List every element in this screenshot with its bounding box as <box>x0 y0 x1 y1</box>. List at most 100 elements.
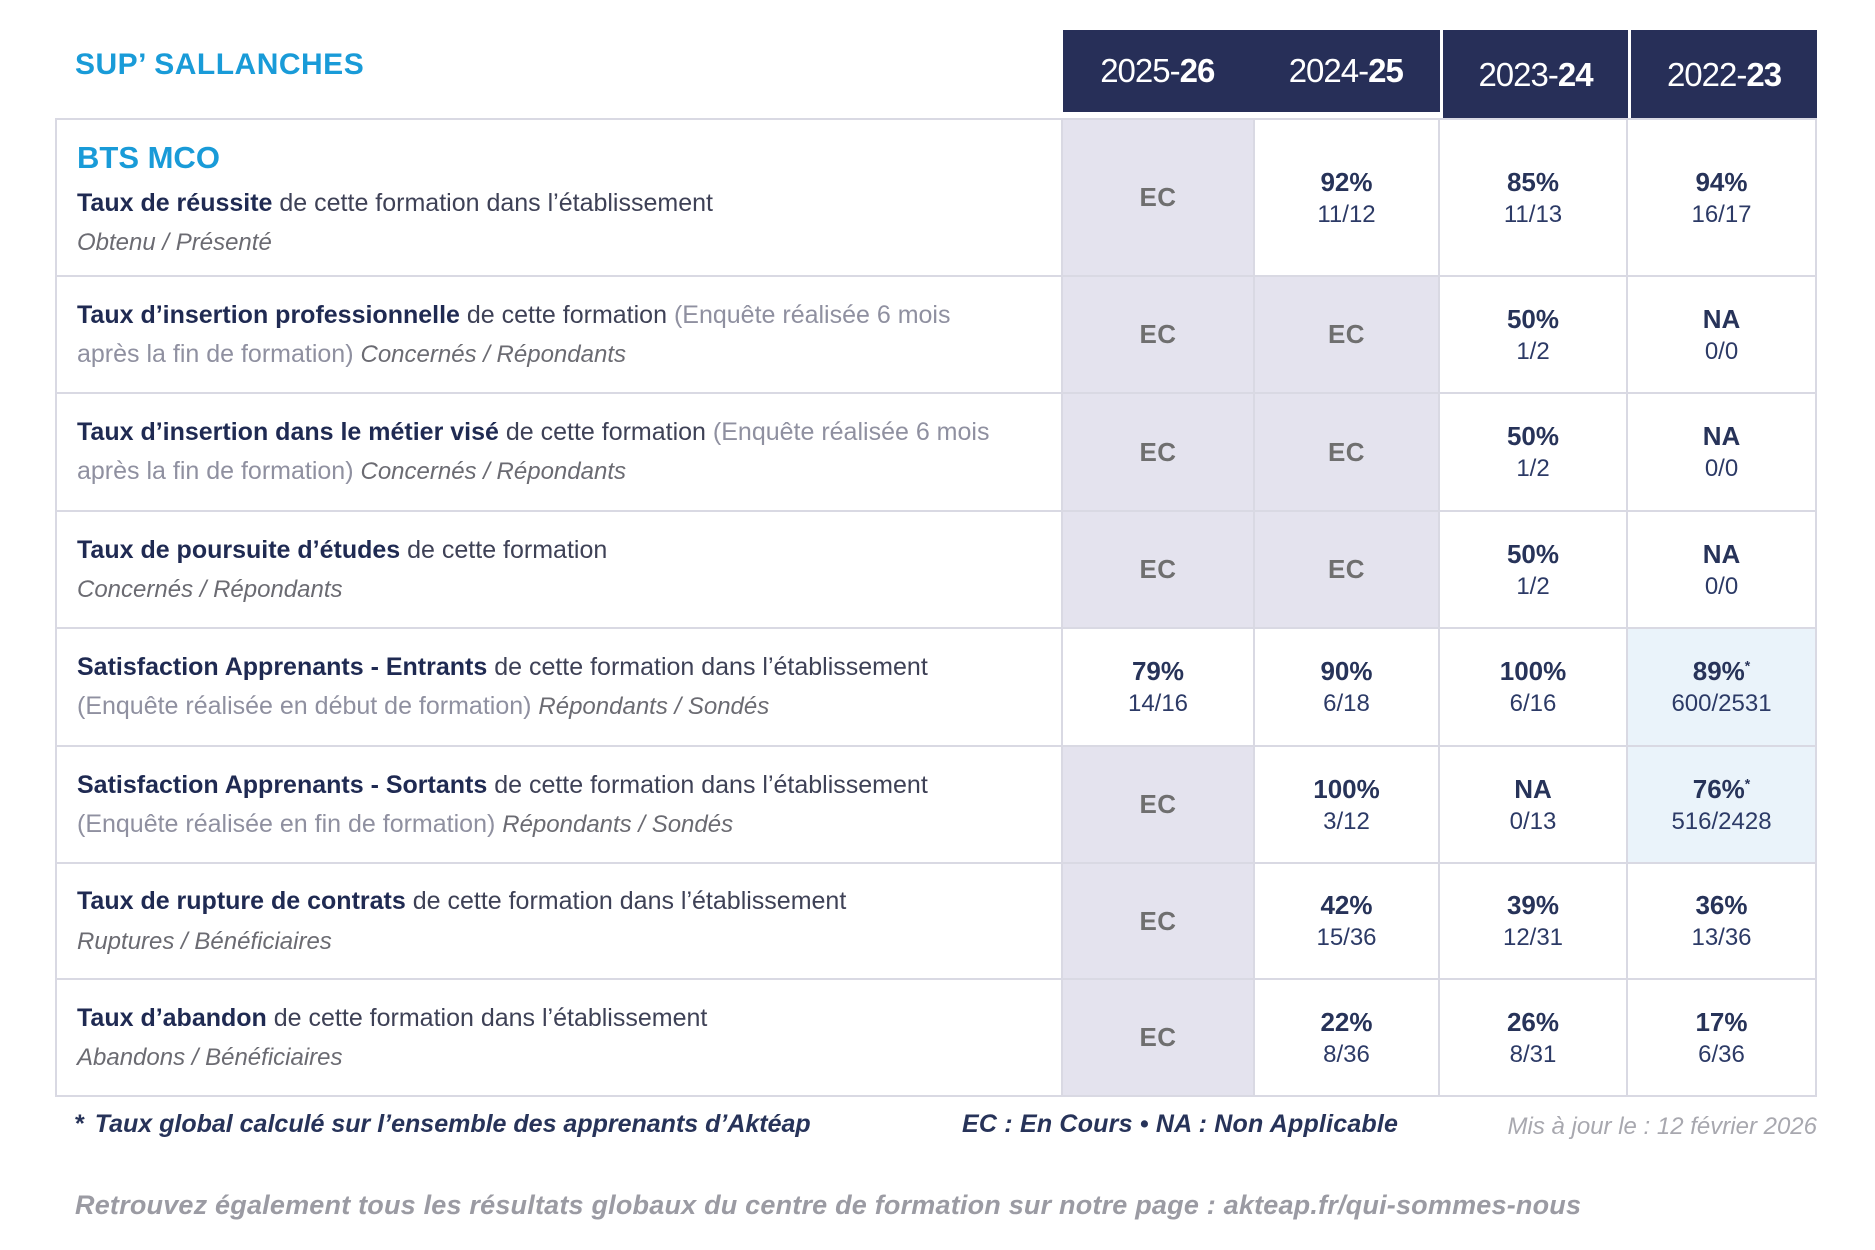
asterisk-footnote: * Taux global calculé sur l’ensemble des … <box>75 1110 811 1139</box>
year-block-2023-24: 2023-24 <box>1440 30 1628 119</box>
percentage-value: 85% <box>1506 166 1560 197</box>
value-cell: 79% 14/16 <box>1063 629 1253 745</box>
year-header: 2025-26 2024-25 2023-24 2022-23 <box>1063 30 1817 119</box>
asterisk-mark: * <box>1744 657 1751 674</box>
value-cell: 36% 13/36 <box>1628 864 1815 978</box>
value-cell: EC <box>1255 277 1438 392</box>
value-cell: 42% 15/36 <box>1255 864 1438 978</box>
value-cell: 92% 11/12 <box>1255 120 1438 275</box>
metric-description: Taux d’insertion professionnelle de cett… <box>77 300 951 368</box>
percentage-value: 50% <box>1506 303 1560 334</box>
year-column-label: 2025-26 <box>1100 52 1215 89</box>
value-cell: 100% 6/16 <box>1440 629 1626 745</box>
value-cell: 76%* 516/2428 <box>1628 747 1815 862</box>
metric-sub-label: Obtenu / Présenté <box>77 229 272 257</box>
program-title: BTS MCO <box>77 139 220 175</box>
metric-description: Taux de réussite de cette formation dans… <box>77 188 713 217</box>
percentage-value: 50% <box>1506 538 1560 569</box>
metric-description: Taux de rupture de contrats de cette for… <box>77 887 847 916</box>
percentage-value: 36% <box>1695 890 1748 920</box>
value-cell: 17% 6/36 <box>1628 980 1815 1095</box>
metric-description: Satisfaction Apprenants - Entrants de ce… <box>77 653 928 720</box>
bottom-note: Retrouvez également tous les résultats g… <box>75 1190 1582 1220</box>
metric-description: Taux d’abandon de cette formation dans l… <box>77 1003 708 1032</box>
percentage-value: 50% <box>1506 421 1560 451</box>
percentage-value: 76%* <box>1692 773 1751 804</box>
percentage-value: 42% <box>1320 890 1373 920</box>
value-cell: 90% 6/18 <box>1255 629 1438 745</box>
fraction-value: 15/36 <box>1316 924 1377 951</box>
fraction-value: 0/13 <box>1509 807 1557 835</box>
fraction-value: 516/2428 <box>1671 807 1772 835</box>
ec-value: EC <box>1139 554 1177 584</box>
fraction-value: 0/0 <box>1704 337 1739 365</box>
percentage-value: 89%* <box>1692 656 1751 686</box>
ec-value: EC <box>1139 1022 1177 1052</box>
value-cell: NA 0/0 <box>1628 277 1815 392</box>
fraction-value: 1/2 <box>1516 572 1550 600</box>
metric-sub-label: Ruptures / Bénéficiaires <box>77 927 332 955</box>
metric-label-cell: Taux d’insertion dans le métier visé de … <box>57 394 1061 510</box>
percentage-value: 94% <box>1695 166 1748 197</box>
percentage-value: 26% <box>1506 1006 1560 1037</box>
value-cell: NA 0/13 <box>1440 747 1626 862</box>
asterisk-mark: * <box>1744 774 1751 791</box>
fraction-value: 0/0 <box>1704 572 1739 600</box>
value-cell: 22% 8/36 <box>1255 980 1438 1095</box>
metric-description: Taux de poursuite d’études de cette form… <box>77 535 608 564</box>
fraction-value: 12/31 <box>1502 924 1564 951</box>
fraction-value: 11/13 <box>1503 200 1563 228</box>
fraction-value: 6/16 <box>1509 690 1557 717</box>
asterisk-footnote-text: Taux global calculé sur l’ensemble des a… <box>94 1110 811 1138</box>
metric-label-cell: Satisfaction Apprenants - Entrants de ce… <box>57 629 1061 745</box>
abbreviation-legend: EC : En Cours • NA : Non Applicable <box>962 1110 1399 1138</box>
percentage-value: 92% <box>1320 166 1373 197</box>
percentage-value: 79% <box>1131 656 1185 686</box>
asterisk-mark: * <box>75 1110 85 1138</box>
metric-label-cell: BTS MCO Taux de réussite de cette formati… <box>57 120 1061 275</box>
fraction-value: 1/2 <box>1516 337 1550 365</box>
ec-value: EC <box>1327 554 1366 584</box>
metric-label-cell: Taux d’insertion professionnelle de cett… <box>57 277 1061 392</box>
percentage-value: 100% <box>1313 773 1380 804</box>
value-cell: 85% 11/13 <box>1440 120 1626 275</box>
ec-value: EC <box>1139 905 1177 936</box>
fraction-value: 600/2531 <box>1671 690 1772 717</box>
percentage-value: NA <box>1514 773 1552 804</box>
value-cell: EC <box>1063 512 1253 627</box>
value-cell: 50% 1/2 <box>1440 394 1626 510</box>
percentage-value: NA <box>1702 421 1741 451</box>
percentage-value: 90% <box>1320 656 1373 686</box>
percentage-value: 39% <box>1506 890 1560 920</box>
fraction-value: 1/2 <box>1516 455 1550 482</box>
year-block-recent: 2025-26 2024-25 <box>1063 30 1440 112</box>
value-cell: EC <box>1063 120 1253 275</box>
metric-sub-label: Concernés / Répondants <box>77 576 343 604</box>
results-table: BTS MCO Taux de réussite de cette formati… <box>55 118 1817 1097</box>
ec-value: EC <box>1327 319 1366 349</box>
site-title: SUP’ SALLANCHES <box>75 48 365 81</box>
value-cell: 100% 3/12 <box>1255 747 1438 862</box>
percentage-value: NA <box>1702 303 1741 334</box>
fraction-value: 3/12 <box>1323 807 1370 835</box>
ec-value: EC <box>1327 436 1366 467</box>
fraction-value: 0/0 <box>1704 455 1739 482</box>
metric-label-cell: Taux d’abandon de cette formation dans l… <box>57 980 1061 1095</box>
value-cell: 94% 16/17 <box>1628 120 1815 275</box>
fraction-value: 6/18 <box>1323 690 1370 717</box>
percentage-value: 22% <box>1320 1006 1373 1037</box>
value-cell: 50% 1/2 <box>1440 512 1626 627</box>
value-cell: EC <box>1063 864 1253 978</box>
ec-value: EC <box>1139 436 1177 467</box>
updated-date: Mis à jour le : 12 février 2026 <box>1507 1113 1817 1140</box>
metric-label-cell: Satisfaction Apprenants - Sortants de ce… <box>57 747 1061 862</box>
year-column-label: 2024-25 <box>1288 52 1404 89</box>
value-cell: EC <box>1063 980 1253 1095</box>
year-block-2022-23: 2022-23 <box>1628 30 1817 119</box>
ec-value: EC <box>1139 182 1177 212</box>
metric-description: Taux d’insertion dans le métier visé de … <box>77 418 990 485</box>
value-cell: EC <box>1255 394 1438 510</box>
fraction-value: 8/36 <box>1323 1040 1370 1068</box>
value-cell: 50% 1/2 <box>1440 277 1626 392</box>
fraction-value: 11/12 <box>1317 200 1376 228</box>
